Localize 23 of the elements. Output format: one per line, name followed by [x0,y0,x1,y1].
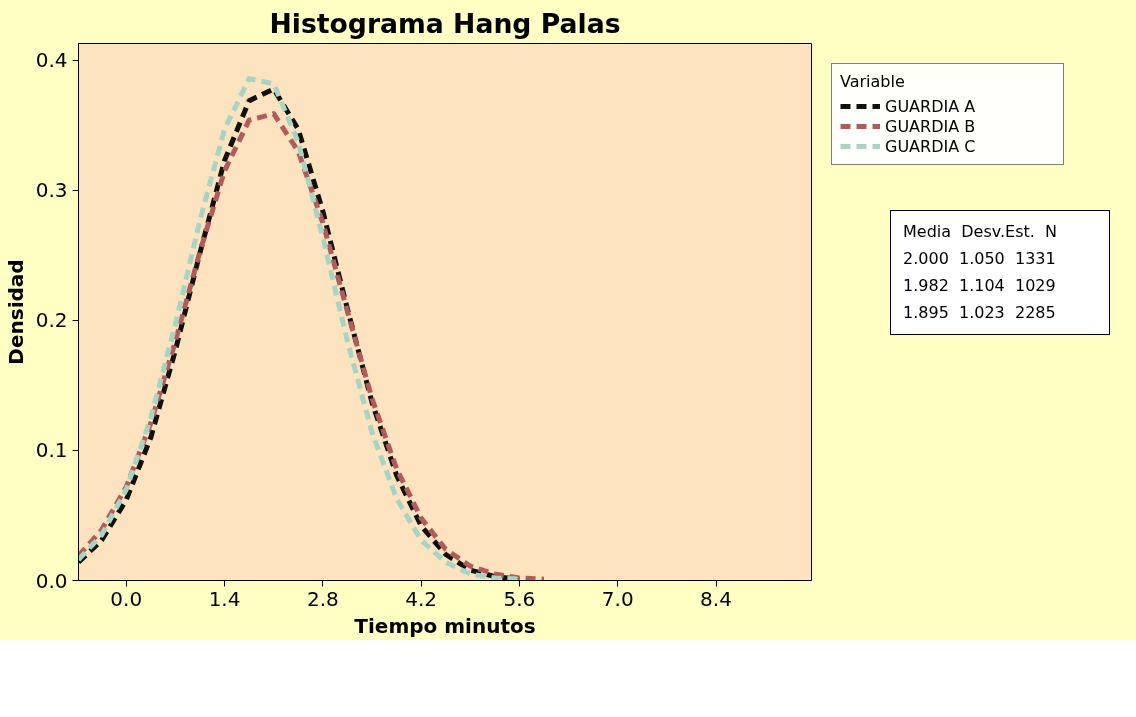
legend-title: Variable [840,72,906,91]
chart-title: Histograma Hang Palas [269,7,621,39]
legend-label: GUARDIA B [885,116,977,136]
x-tick-label: 1.4 [208,586,241,611]
x-tick-label: 4.2 [405,586,438,611]
x-tick-label: 2.8 [306,586,339,611]
y-tick-label: 0.0 [35,568,68,593]
text: 1.895 1.023 2285 [903,301,1057,324]
text: 1.982 1.104 1029 [903,274,1057,297]
y-tick-label: 0.2 [35,308,68,333]
y-tick-label: 0.4 [35,48,68,73]
text: 2.000 1.050 1331 [903,247,1057,270]
legend-label: GUARDIA C [885,136,977,156]
legend-label: GUARDIA A [885,96,977,116]
x-axis-title: Tiempo minutos [354,613,536,638]
x-tick-label: 8.4 [700,586,732,611]
x-tick-label: 7.0 [601,586,634,611]
x-tick-label: 0.0 [110,586,143,611]
y-tick-label: 0.3 [35,178,68,203]
y-axis-title: Densidad [3,259,28,365]
x-tick-label: 5.6 [503,586,536,611]
y-tick-label: 0.1 [35,438,68,463]
text: Media Desv.Est. N [903,221,1057,243]
